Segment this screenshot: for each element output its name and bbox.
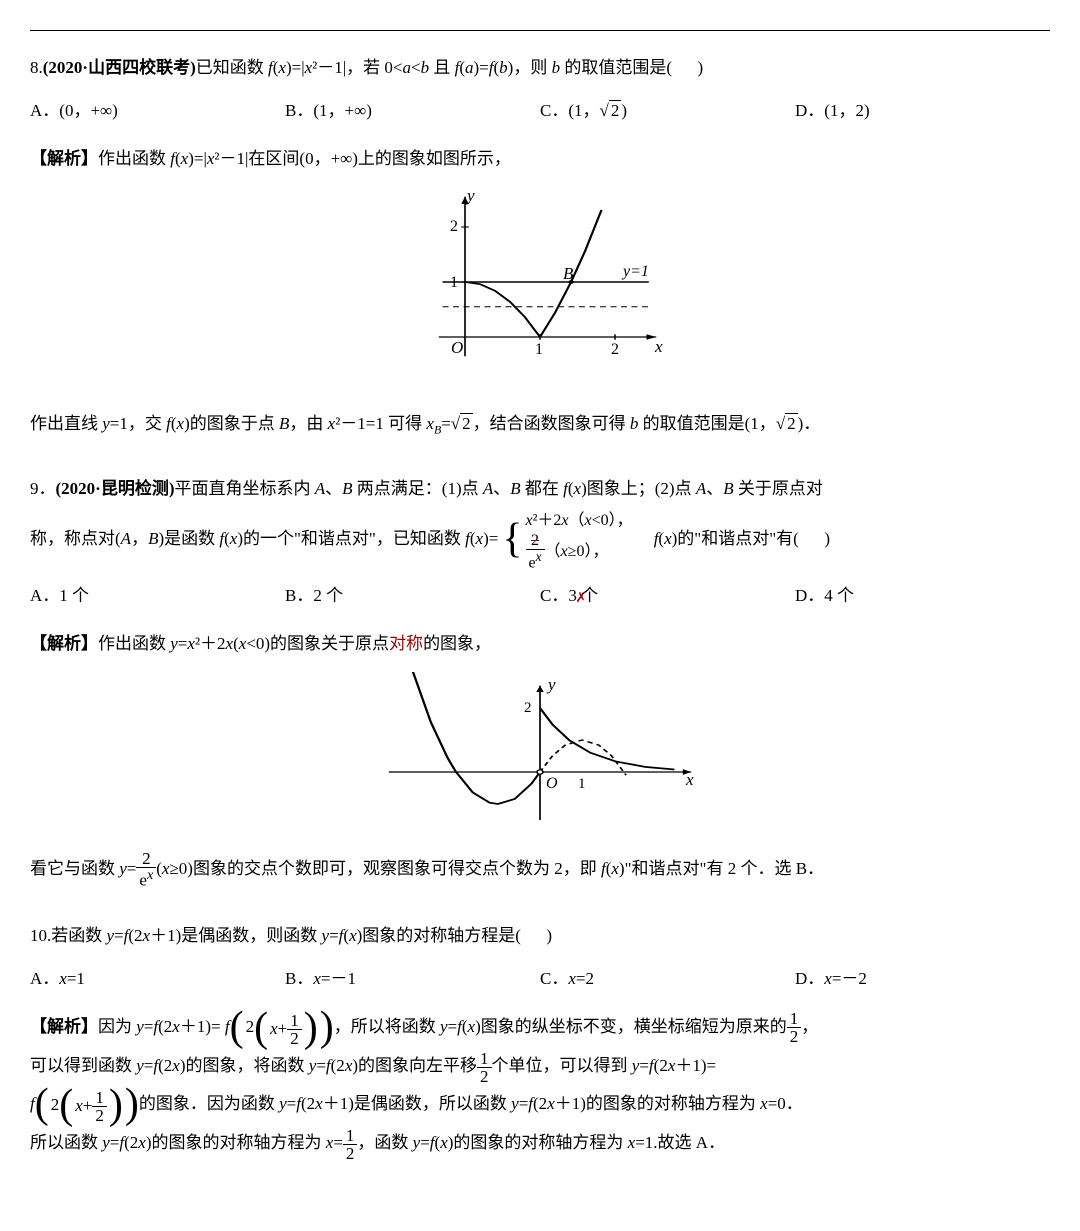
q9-analysis-2: 看它与函数 y=2ex(x≥0)图象的交点个数即可，观察图象可得交点个数为 2，…	[30, 850, 1050, 889]
q8-figure: y x O 2 1 1 2 B y=1	[30, 187, 1050, 390]
q10-stem: 10.若函数 y=f(2x＋1)是偶函数，则函数 y=f(x)图象的对称轴方程是…	[30, 917, 1050, 954]
svg-text:y: y	[546, 675, 556, 694]
svg-text:2: 2	[524, 700, 532, 716]
analysis-label: 【解析】	[30, 149, 98, 168]
question-10: 10.若函数 y=f(2x＋1)是偶函数，则函数 y=f(x)图象的对称轴方程是…	[30, 917, 1050, 1162]
q8-option-d: D．(1，2)	[795, 92, 1050, 129]
q8-stem-text: 已知函数 f(x)=|x²－1|，若 0<a<b 且 f(a)=f(b)，则 b…	[196, 58, 703, 77]
q10-option-b: B．x=－1	[285, 960, 540, 997]
q8-option-b: B．(1，+∞)	[285, 92, 540, 129]
q9-stem: 9．(2020·昆明检测)平面直角坐标系内 A、B 两点满足：(1)点 A、B …	[30, 470, 1050, 571]
top-rule	[30, 30, 1050, 31]
q10-number: 10.	[30, 926, 51, 945]
svg-text:2: 2	[611, 341, 619, 358]
analysis-label: 【解析】	[30, 634, 98, 653]
q10-analysis: 【解析】因为 y=f(2x＋1)= f(2(x+12))，所以将函数 y=f(x…	[30, 1008, 1050, 1162]
q8-analysis-2: 作出直线 y=1，交 f(x)的图象于点 B，由 x²－1=1 可得 xB=√2…	[30, 405, 1050, 443]
svg-text:x: x	[654, 337, 663, 356]
q9-number: 9．	[30, 479, 56, 498]
q8-stem: 8.(2020·山西四校联考)已知函数 f(x)=|x²－1|，若 0<a<b …	[30, 49, 1050, 86]
piecewise-brace: {x²＋2x（x<0），2ex（x≥0），	[502, 508, 632, 572]
q9-source: (2020·昆明检测)	[56, 479, 175, 498]
q8-option-c: C．(1，√2)	[540, 92, 795, 129]
q10-option-a: A．x=1	[30, 960, 285, 997]
q9-option-c: C．3✗ 个	[540, 577, 795, 614]
q8-number: 8.	[30, 58, 43, 77]
q8-analysis-1: 【解析】作出函数 f(x)=|x²－1|在区间(0，+∞)上的图象如图所示，	[30, 140, 1050, 177]
q8-source: (2020·山西四校联考)	[43, 58, 196, 77]
svg-text:O: O	[546, 775, 558, 792]
q10-options: A．x=1 B．x=－1 C．x=2 D．x=－2	[30, 960, 1050, 997]
q8-options: A．(0，+∞) B．(1，+∞) C．(1，√2) D．(1，2)	[30, 92, 1050, 129]
q9-option-b: B．2 个	[285, 577, 540, 614]
q9-figure: y x O 1 2	[30, 672, 1050, 835]
svg-text:B: B	[563, 264, 574, 283]
svg-text:y=1: y=1	[621, 263, 649, 280]
question-8: 8.(2020·山西四校联考)已知函数 f(x)=|x²－1|，若 0<a<b …	[30, 49, 1050, 442]
question-9: 9．(2020·昆明检测)平面直角坐标系内 A、B 两点满足：(1)点 A、B …	[30, 470, 1050, 889]
svg-text:2: 2	[450, 218, 458, 235]
q9-analysis-1: 【解析】作出函数 y=x²＋2x(x<0)的图象关于原点对称的图象，	[30, 625, 1050, 662]
svg-text:1: 1	[450, 274, 458, 291]
q9-option-d: D．4 个	[795, 577, 1050, 614]
svg-text:x: x	[685, 770, 694, 789]
q9-options: A．1 个 B．2 个 C．3✗ 个 D．4 个	[30, 577, 1050, 614]
svg-text:O: O	[451, 338, 463, 357]
q9-option-a: A．1 个	[30, 577, 285, 614]
svg-text:y: y	[465, 187, 475, 205]
q10-option-c: C．x=2	[540, 960, 795, 997]
q8-option-a: A．(0，+∞)	[30, 92, 285, 129]
analysis-label: 【解析】	[30, 1017, 98, 1036]
svg-text:1: 1	[578, 776, 586, 792]
q10-option-d: D．x=－2	[795, 960, 1050, 997]
svg-text:1: 1	[535, 341, 543, 358]
